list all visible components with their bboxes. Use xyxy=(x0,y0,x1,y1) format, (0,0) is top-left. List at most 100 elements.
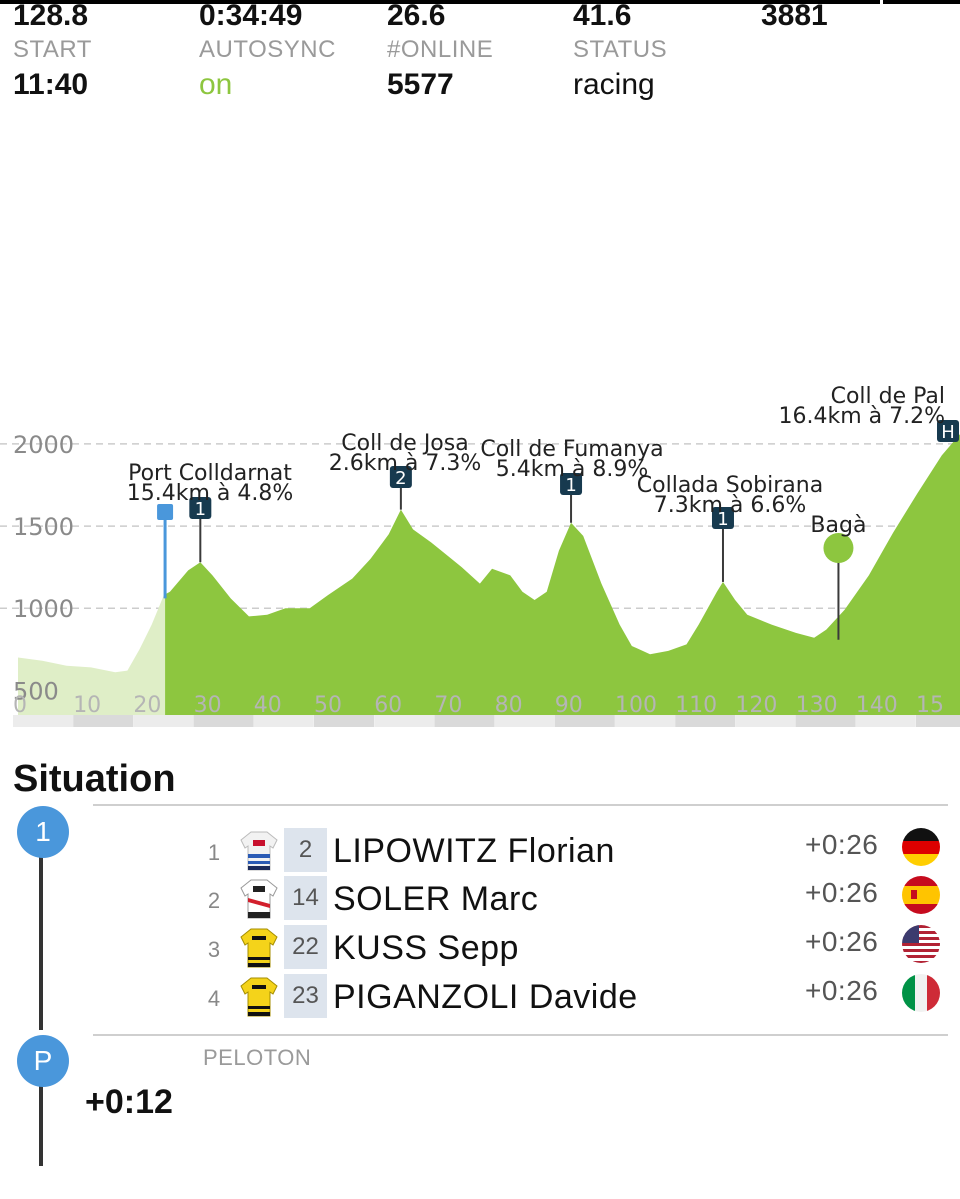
rider-position: 4 xyxy=(207,986,221,1011)
x-tick-label: 90 xyxy=(555,693,583,718)
stat-start-time: 11:40 xyxy=(13,68,89,101)
stat-avg-speed: 41.6 STATUS racing xyxy=(573,0,667,102)
climb-name: Collada Sobirana xyxy=(637,473,823,498)
spain-flag-icon xyxy=(902,876,940,914)
climb-detail: 5.4km à 8.9% xyxy=(496,457,649,482)
x-axis-band xyxy=(73,715,134,727)
stat-online-label: #ONLINE xyxy=(387,36,494,63)
peloton-gap: +0:12 xyxy=(85,1083,173,1121)
x-axis-band xyxy=(434,715,495,727)
climb-category-badge xyxy=(937,420,959,442)
x-tick-label: 110 xyxy=(675,693,717,718)
climb-detail: 2.6km à 7.3% xyxy=(329,451,482,476)
x-tick-label: 140 xyxy=(856,693,898,718)
x-tick-label: 70 xyxy=(434,693,462,718)
rider-position: 3 xyxy=(207,937,221,962)
rider-row[interactable]: 1 2 LIPOWITZ Florian +0:26 xyxy=(200,828,950,874)
stat-distance-value: 128.8 xyxy=(13,0,89,32)
group-divider xyxy=(93,804,948,806)
x-tick-label: 60 xyxy=(374,693,402,718)
stat-avg-speed-value: 41.6 xyxy=(573,0,632,32)
y-tick-label: 2000 xyxy=(13,431,74,459)
x-axis-band xyxy=(735,715,796,727)
climb-category-badge xyxy=(711,507,734,529)
y-tick-label: 1500 xyxy=(13,513,74,541)
x-tick-label: 100 xyxy=(615,693,657,718)
climb-name: Coll de Josa xyxy=(341,431,468,456)
x-axis-band xyxy=(554,715,615,727)
sprint-marker xyxy=(823,533,854,563)
stat-online-count: 5577 xyxy=(387,68,454,101)
x-tick-label: 0 xyxy=(13,693,27,718)
rider-bib: 23 xyxy=(284,974,327,1018)
rider-bib: 22 xyxy=(284,925,327,969)
climb-category-label: 1 xyxy=(195,499,206,520)
x-axis-band xyxy=(13,715,73,727)
rider-bib: 2 xyxy=(284,828,327,872)
usa-flag-icon xyxy=(902,925,940,963)
rider-position: 1 xyxy=(207,840,221,865)
sprint-name: Bagà xyxy=(810,513,866,538)
x-tick-label: 40 xyxy=(254,693,282,718)
timeline-line xyxy=(39,850,43,1030)
x-axis-band xyxy=(615,715,675,727)
stat-autosync-label: AUTOSYNC xyxy=(199,36,336,63)
rider-gap: +0:26 xyxy=(805,926,879,957)
x-axis-band xyxy=(494,715,555,727)
rider-gap: +0:26 xyxy=(805,829,879,860)
rider-gap: +0:26 xyxy=(805,975,879,1006)
stat-race-time-value: 0:34:49 xyxy=(199,0,303,32)
climb-detail: 15.4km à 4.8% xyxy=(127,481,294,506)
timeline-line xyxy=(39,1080,43,1166)
climb-name: Coll de Fumanya xyxy=(480,437,663,462)
rider-gap: +0:26 xyxy=(805,877,879,908)
rider-name[interactable]: LIPOWITZ Florian xyxy=(333,832,615,870)
x-tick-label: 10 xyxy=(73,693,101,718)
rider-row[interactable]: 3 22 KUSS Sepp +0:26 xyxy=(200,925,950,971)
x-axis-band xyxy=(253,715,314,727)
climb-detail: 7.3km à 6.6% xyxy=(654,493,807,518)
x-axis-band xyxy=(133,715,194,727)
stat-elevation: 3881 xyxy=(761,0,828,32)
climb-name: Port Colldarnat xyxy=(128,461,292,486)
x-axis-band xyxy=(675,715,736,727)
climb-category-badge xyxy=(389,466,412,488)
rider-bib: 14 xyxy=(284,876,327,920)
profile-area-completed xyxy=(18,594,166,715)
x-tick-label: 130 xyxy=(796,693,838,718)
climb-category-badge xyxy=(560,473,583,495)
climb-category-label: 1 xyxy=(565,475,576,496)
y-tick-label: 500 xyxy=(13,677,59,705)
stat-status-label: STATUS xyxy=(573,36,668,63)
autosync-toggle[interactable]: on xyxy=(199,68,233,101)
x-tick-label: 80 xyxy=(495,693,523,718)
x-axis-band xyxy=(193,715,254,727)
x-tick-label: 30 xyxy=(194,693,222,718)
rider-name[interactable]: KUSS Sepp xyxy=(333,929,519,967)
group-badge-peloton[interactable]: P xyxy=(17,1035,69,1087)
germany-flag-icon xyxy=(902,828,940,866)
climb-category-badge xyxy=(189,497,212,519)
climb-name: Coll de Pal xyxy=(831,384,945,409)
stat-race-time: 0:34:49 AUTOSYNC on xyxy=(199,0,336,102)
jersey-icon xyxy=(239,830,279,872)
stat-distance: 128.8 START 11:40 xyxy=(13,0,92,102)
peloton-label: PELOTON xyxy=(203,1045,312,1070)
rider-name[interactable]: PIGANZOLI Davide xyxy=(333,978,638,1016)
x-tick-label: 15 xyxy=(916,693,944,718)
x-axis-band xyxy=(855,715,916,727)
rider-position: 2 xyxy=(207,888,221,913)
climb-category-label: H xyxy=(941,422,955,443)
y-tick-label: 1000 xyxy=(13,595,74,623)
current-position-marker xyxy=(157,504,174,520)
jersey-icon xyxy=(239,927,279,969)
group-badge-1[interactable]: 1 xyxy=(17,806,69,858)
x-tick-label: 50 xyxy=(314,693,342,718)
x-axis-band xyxy=(916,715,960,727)
rider-row[interactable]: 4 23 PIGANZOLI Davide +0:26 xyxy=(200,974,950,1020)
stat-elevation-value: 3881 xyxy=(761,0,828,32)
rider-name[interactable]: SOLER Marc xyxy=(333,880,539,918)
situation-title: Situation xyxy=(13,758,176,800)
rider-row[interactable]: 2 14 SOLER Marc +0:26 xyxy=(200,876,950,922)
